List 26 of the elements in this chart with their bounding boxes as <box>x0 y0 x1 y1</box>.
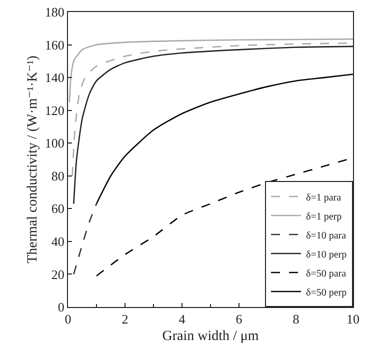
x-tick-label: 4 <box>178 312 186 327</box>
y-tick-label: 180 <box>44 4 64 20</box>
y-tick-label: 100 <box>44 136 64 151</box>
y-axis-title: Thermal conductivity / (W·m⁻¹·K⁻¹) <box>26 55 40 264</box>
legend-label: δ=50 para <box>306 268 347 280</box>
line-series <box>73 203 98 275</box>
legend-label: δ=50 perp <box>306 287 347 298</box>
y-tick-label: 20 <box>51 266 64 282</box>
y-tick-label: 40 <box>51 234 64 249</box>
x-tick-label: 6 <box>236 312 243 327</box>
legend-label: δ=1 perp <box>306 211 342 222</box>
line-series <box>96 74 353 204</box>
y-tick-label: 0 <box>58 300 64 315</box>
x-axis-title: Grain width / μm <box>162 328 259 344</box>
y-tick-label: 140 <box>44 70 64 86</box>
line-series <box>68 38 353 103</box>
y-tick-label: 160 <box>44 37 64 52</box>
y-tick-label: 120 <box>44 102 64 118</box>
legend-label: δ=10 perp <box>306 249 347 260</box>
y-tick-label: 60 <box>51 201 64 216</box>
x-tick-label: 2 <box>122 312 128 327</box>
y-tick-label: 80 <box>51 168 64 184</box>
legend-label: δ=10 para <box>306 230 347 242</box>
x-tick-label: 10 <box>346 312 360 327</box>
x-tick-label: 8 <box>292 312 300 327</box>
legend-label: δ=1 para <box>306 192 342 204</box>
